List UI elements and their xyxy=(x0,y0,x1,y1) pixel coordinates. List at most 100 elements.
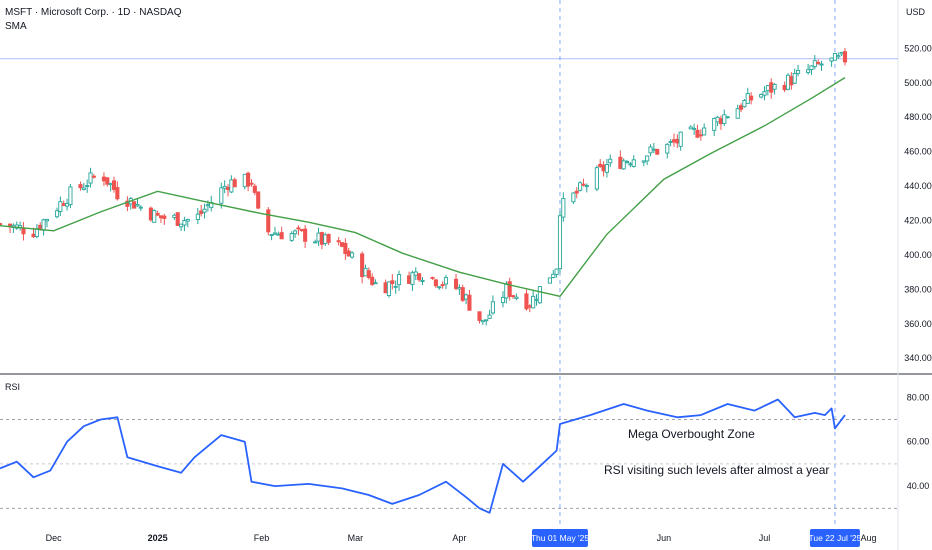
price-tick-label: 400.00 xyxy=(904,250,932,260)
x-tick-label: Dec xyxy=(46,533,63,543)
candle-body xyxy=(105,177,110,185)
candle-body xyxy=(370,276,375,285)
candle-body xyxy=(135,204,140,207)
candle-body xyxy=(148,207,153,221)
candle-body xyxy=(272,232,278,235)
candle-body xyxy=(366,270,371,278)
candle-body xyxy=(152,210,157,223)
candle-body xyxy=(832,53,837,61)
candle-body xyxy=(195,213,200,220)
candle-body xyxy=(641,160,646,163)
candle-body xyxy=(601,164,606,172)
candle-body xyxy=(631,159,636,167)
candle-body xyxy=(111,180,117,190)
candle-body xyxy=(343,242,348,255)
candle-body xyxy=(21,228,26,235)
candle-body xyxy=(806,69,811,74)
candle-body xyxy=(645,155,650,162)
x-tick-label: Feb xyxy=(254,533,270,543)
candles xyxy=(0,47,848,326)
price-tick-label: 440.00 xyxy=(904,181,932,191)
candle-body xyxy=(175,212,180,226)
candle-body xyxy=(739,105,744,110)
candle-body xyxy=(85,185,90,187)
candle-body xyxy=(386,281,392,297)
candle-body xyxy=(252,185,257,193)
candle-body xyxy=(417,273,422,281)
candle-body xyxy=(44,218,49,222)
candle-body xyxy=(722,114,727,124)
candle-body xyxy=(608,158,613,164)
candle-body xyxy=(363,267,368,277)
candle-body xyxy=(490,301,495,314)
candle-body xyxy=(316,232,321,242)
candle-body xyxy=(383,282,388,294)
candle-body xyxy=(557,215,563,270)
candle-body xyxy=(829,57,834,62)
candle-body xyxy=(772,83,777,90)
candle-body xyxy=(584,185,589,188)
candle-body xyxy=(514,296,519,299)
candle-body xyxy=(551,273,556,278)
candle-body xyxy=(480,319,485,323)
candle-body xyxy=(38,224,43,230)
candle-body xyxy=(702,127,707,136)
candle-body xyxy=(547,277,552,284)
candle-body xyxy=(101,176,106,182)
sma-line xyxy=(0,77,846,298)
candle-body xyxy=(742,100,747,108)
candle-body xyxy=(158,215,164,219)
candle-body xyxy=(749,95,754,101)
candle-body xyxy=(81,187,86,190)
candle-body xyxy=(688,126,693,130)
candle-body xyxy=(678,131,683,147)
candle-body xyxy=(769,82,774,93)
candle-body xyxy=(249,182,254,185)
candle-body xyxy=(232,179,237,188)
currency-label: USD xyxy=(906,7,926,17)
candle-body xyxy=(453,278,459,289)
marker-date-label: Tue 22 Jul '25 xyxy=(809,533,862,543)
candle-body xyxy=(745,93,750,104)
candle-body xyxy=(162,215,167,219)
candle-body xyxy=(735,108,740,119)
candle-body xyxy=(199,210,204,215)
candle-body xyxy=(293,230,298,235)
candle-body xyxy=(527,305,532,308)
candle-body xyxy=(507,281,512,297)
price-tick-label: 340.00 xyxy=(904,353,932,363)
candle-body xyxy=(554,268,559,275)
candle-body xyxy=(648,146,653,154)
candle-body xyxy=(477,311,482,321)
candle-body xyxy=(108,182,113,186)
candle-body xyxy=(534,298,539,301)
candle-body xyxy=(819,63,824,66)
candle-body xyxy=(598,163,603,167)
candle-body xyxy=(467,294,472,311)
price-tick-label: 500.00 xyxy=(904,78,932,88)
candle-body xyxy=(279,232,284,240)
candle-body xyxy=(393,285,398,288)
candle-body xyxy=(289,233,294,241)
candle-body xyxy=(581,183,586,186)
candle-body xyxy=(269,234,274,237)
candle-body xyxy=(313,241,318,244)
candle-body xyxy=(138,206,143,209)
candle-body xyxy=(437,286,442,289)
candle-body xyxy=(457,287,462,290)
candle-body xyxy=(205,204,210,207)
candle-body xyxy=(339,242,345,247)
x-tick-label: 2025 xyxy=(148,533,168,543)
candle-body xyxy=(172,214,177,218)
candle-body xyxy=(407,275,412,284)
candle-body xyxy=(179,223,184,228)
candle-body xyxy=(792,72,797,84)
candle-body xyxy=(443,277,449,285)
candle-body xyxy=(413,271,418,276)
candle-body xyxy=(219,187,224,204)
candle-body xyxy=(350,252,355,258)
candle-body xyxy=(246,172,251,187)
candle-body xyxy=(698,134,703,137)
